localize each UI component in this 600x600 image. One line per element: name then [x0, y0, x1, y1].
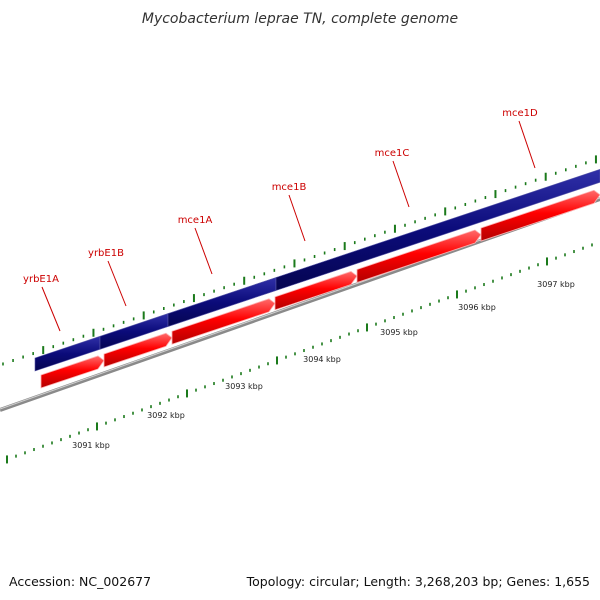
gene-leader-line [194, 227, 213, 275]
gene-label[interactable]: yrbE1A [23, 274, 59, 285]
genome-summary-text: Topology: circular; Length: 3,268,203 bp… [246, 574, 590, 589]
outer-tick-row [2, 155, 597, 366]
gene-leader-line [288, 194, 306, 242]
forward-strand-track [34, 168, 600, 372]
gene-label[interactable]: mce1D [502, 108, 538, 119]
kbp-label: 3094 kbp [303, 355, 341, 364]
gene-leader-line [41, 286, 61, 332]
gene-arrow[interactable] [40, 355, 105, 389]
forward-track-segment [275, 168, 600, 291]
gene-arrow[interactable] [356, 229, 482, 284]
map-title: Mycobacterium leprae TN, complete genome [142, 11, 458, 27]
gene-arrow[interactable] [171, 298, 276, 345]
gene-label[interactable]: yrbE1B [88, 248, 124, 259]
gene-label[interactable]: mce1B [272, 182, 307, 193]
gene-arrow[interactable] [274, 271, 358, 311]
gene-label[interactable]: mce1C [375, 148, 410, 159]
gene-arrow[interactable] [480, 189, 600, 242]
gene-leader-line [392, 160, 410, 208]
kbp-label: 3093 kbp [225, 382, 263, 391]
kbp-label: 3091 kbp [72, 441, 110, 450]
kbp-label: 3092 kbp [147, 411, 185, 420]
kbp-label: 3095 kbp [380, 328, 418, 337]
gene-label[interactable]: mce1A [178, 215, 213, 226]
kbp-label: 3097 kbp [537, 280, 575, 289]
gene-leader-line [107, 260, 127, 307]
gene-labels: yrbE1A yrbE1B mce1A mce1B mce1C mce1D [23, 108, 538, 332]
kbp-ruler: 3091 kbp 3092 kbp 3093 kbp 3094 kbp 3095 kbp… [6, 243, 593, 464]
gene-arrow[interactable] [103, 332, 173, 368]
gene-leader-line [518, 120, 536, 169]
gene-arrows [40, 189, 600, 389]
kbp-label: 3096 kbp [458, 303, 496, 312]
accession-text: Accession: NC_002677 [9, 574, 151, 589]
